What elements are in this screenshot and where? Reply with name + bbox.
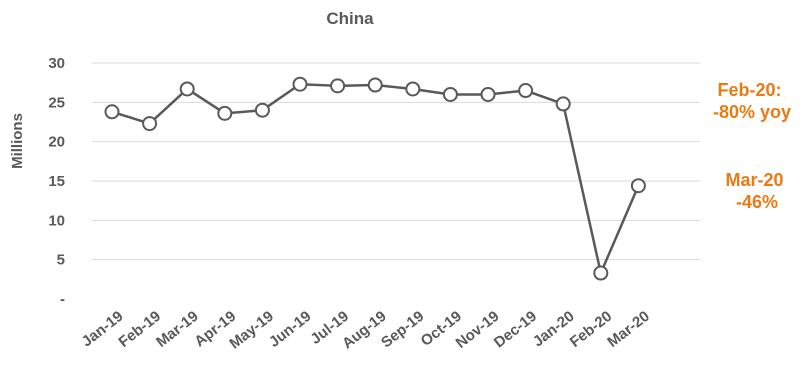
- annotation-feb20-line2: -80% yoy: [713, 102, 791, 122]
- x-tick-label: Jan-20: [530, 308, 578, 351]
- data-point-dec-19: [518, 83, 534, 99]
- annotation-feb20: Feb-20: -80% yoy: [713, 80, 791, 122]
- data-point-feb-20: [593, 265, 609, 281]
- data-point-jan-20: [555, 96, 571, 112]
- chart-title: China: [326, 9, 374, 28]
- data-point-may-19: [254, 102, 270, 118]
- x-tick-label: Jan-19: [79, 308, 127, 351]
- x-tick-label: Nov-19: [453, 308, 503, 352]
- data-point-nov-19: [480, 86, 496, 102]
- y-tick-label: 10: [48, 212, 65, 229]
- y-tick-label: 30: [48, 55, 65, 72]
- x-tick-label: Sep-19: [378, 308, 427, 352]
- data-point-feb-19: [142, 116, 158, 132]
- y-axis-label: Millions: [9, 113, 26, 169]
- x-axis-ticks: Jan-19Feb-19Mar-19Apr-19May-19Jun-19Jul-…: [79, 308, 653, 353]
- data-point-jul-19: [330, 78, 346, 94]
- y-axis-ticks: - 5 10 15 20 25 30: [48, 55, 65, 308]
- data-point-oct-19: [442, 86, 458, 102]
- annotation-feb20-line1: Feb-20:: [717, 80, 781, 100]
- y-tick-label: -: [60, 291, 65, 308]
- data-point-mar-19: [179, 81, 195, 97]
- annotation-mar20: Mar-20 -46%: [725, 170, 788, 212]
- y-tick-label: 25: [48, 94, 65, 111]
- annotation-mar20-line2: -46%: [736, 192, 778, 212]
- y-tick-label: 15: [48, 173, 65, 190]
- data-point-mar-20: [630, 178, 646, 194]
- annotations: Feb-20: -80% yoy Mar-20 -46%: [713, 80, 791, 212]
- x-tick-label: Mar-20: [604, 308, 653, 351]
- y-tick-label: 5: [57, 252, 65, 269]
- x-tick-label: Feb-20: [567, 308, 616, 351]
- data-point-sep-19: [405, 81, 421, 97]
- series-group: [104, 76, 646, 281]
- data-point-apr-19: [217, 105, 233, 121]
- x-tick-label: Dec-19: [491, 308, 540, 352]
- data-point-aug-19: [367, 77, 383, 93]
- x-tick-label: Jun-19: [266, 308, 315, 351]
- x-tick-label: Mar-19: [153, 308, 202, 351]
- x-tick-label: Feb-19: [115, 308, 164, 351]
- data-point-jan-19: [104, 104, 120, 120]
- series-line: [111, 82, 640, 275]
- annotation-mar20-line1: Mar-20: [725, 170, 783, 190]
- y-tick-label: 20: [48, 134, 65, 151]
- data-point-jun-19: [292, 76, 308, 92]
